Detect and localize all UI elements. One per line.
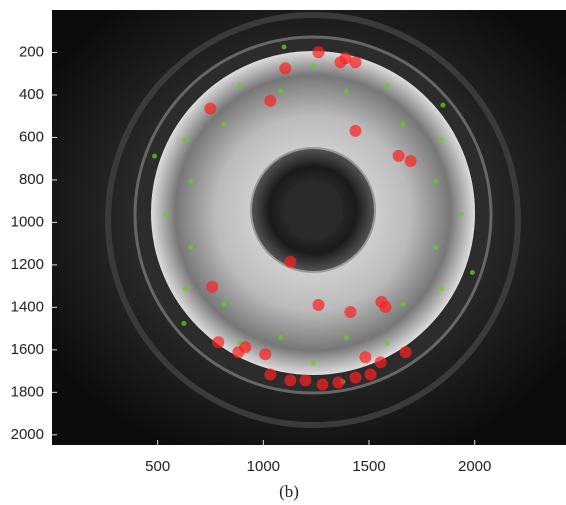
data-point [434, 179, 439, 184]
data-point [183, 286, 188, 291]
data-point [365, 368, 377, 380]
y-tick-label: 1600 [11, 341, 44, 358]
camera-lens [283, 180, 343, 240]
data-point [401, 122, 406, 127]
data-point [259, 348, 271, 360]
x-tick-label: 1000 [247, 458, 280, 475]
data-point [221, 302, 226, 307]
data-point [204, 103, 216, 115]
data-point [380, 301, 392, 313]
data-point [188, 179, 193, 184]
data-point [385, 341, 390, 346]
data-point [181, 321, 186, 326]
data-point [206, 281, 218, 293]
y-tick-label: 2000 [11, 426, 44, 443]
data-point [183, 137, 188, 142]
y-tick-label: 1200 [11, 256, 44, 273]
data-point [299, 374, 311, 386]
data-point [282, 44, 287, 49]
data-point [349, 371, 361, 383]
data-point [439, 286, 444, 291]
data-point [279, 62, 291, 74]
data-point [163, 212, 168, 217]
chart: (b) 500 1000 1500 2000 200 400 600 800 1000 1200 1… [0, 0, 566, 505]
data-point [359, 351, 371, 363]
data-point [459, 212, 464, 217]
data-point [332, 377, 344, 389]
data-point [349, 125, 361, 137]
data-point [278, 335, 283, 340]
data-point [311, 63, 316, 68]
data-point [400, 346, 412, 358]
data-point [344, 335, 349, 340]
data-point [375, 356, 387, 368]
x-tick-label: 2000 [458, 458, 491, 475]
data-point [434, 245, 439, 250]
data-point [188, 245, 193, 250]
y-tick-label: 400 [19, 86, 44, 103]
data-point [237, 83, 242, 88]
y-tick-label: 200 [19, 43, 44, 60]
data-point [221, 122, 226, 127]
data-point [264, 95, 276, 107]
data-point [152, 154, 157, 159]
data-point [439, 137, 444, 142]
x-tick-label: 1500 [352, 458, 385, 475]
caption: (b) [279, 482, 299, 501]
x-tick-label: 500 [145, 458, 170, 475]
data-point [344, 306, 356, 318]
y-tick-label: 600 [19, 128, 44, 145]
data-point [284, 256, 296, 268]
data-point [349, 56, 361, 68]
data-point [334, 56, 346, 68]
data-point [440, 103, 445, 108]
data-point [212, 336, 224, 348]
data-point [239, 341, 251, 353]
y-tick-label: 800 [19, 171, 44, 188]
data-point [344, 89, 349, 94]
data-point [313, 46, 325, 58]
data-point [313, 299, 325, 311]
page: {"chart_data": {"type": "scatter", "capt… [0, 0, 566, 505]
data-point [264, 368, 276, 380]
data-point [393, 150, 405, 162]
data-point [470, 270, 475, 275]
data-point [385, 83, 390, 88]
data-point [401, 302, 406, 307]
y-tick-label: 1800 [11, 383, 44, 400]
y-tick-label: 1400 [11, 298, 44, 315]
y-tick-label: 1000 [11, 213, 44, 230]
data-point [278, 89, 283, 94]
data-point [405, 155, 417, 167]
data-point [317, 378, 329, 390]
data-point [311, 361, 316, 366]
data-point [284, 374, 296, 386]
